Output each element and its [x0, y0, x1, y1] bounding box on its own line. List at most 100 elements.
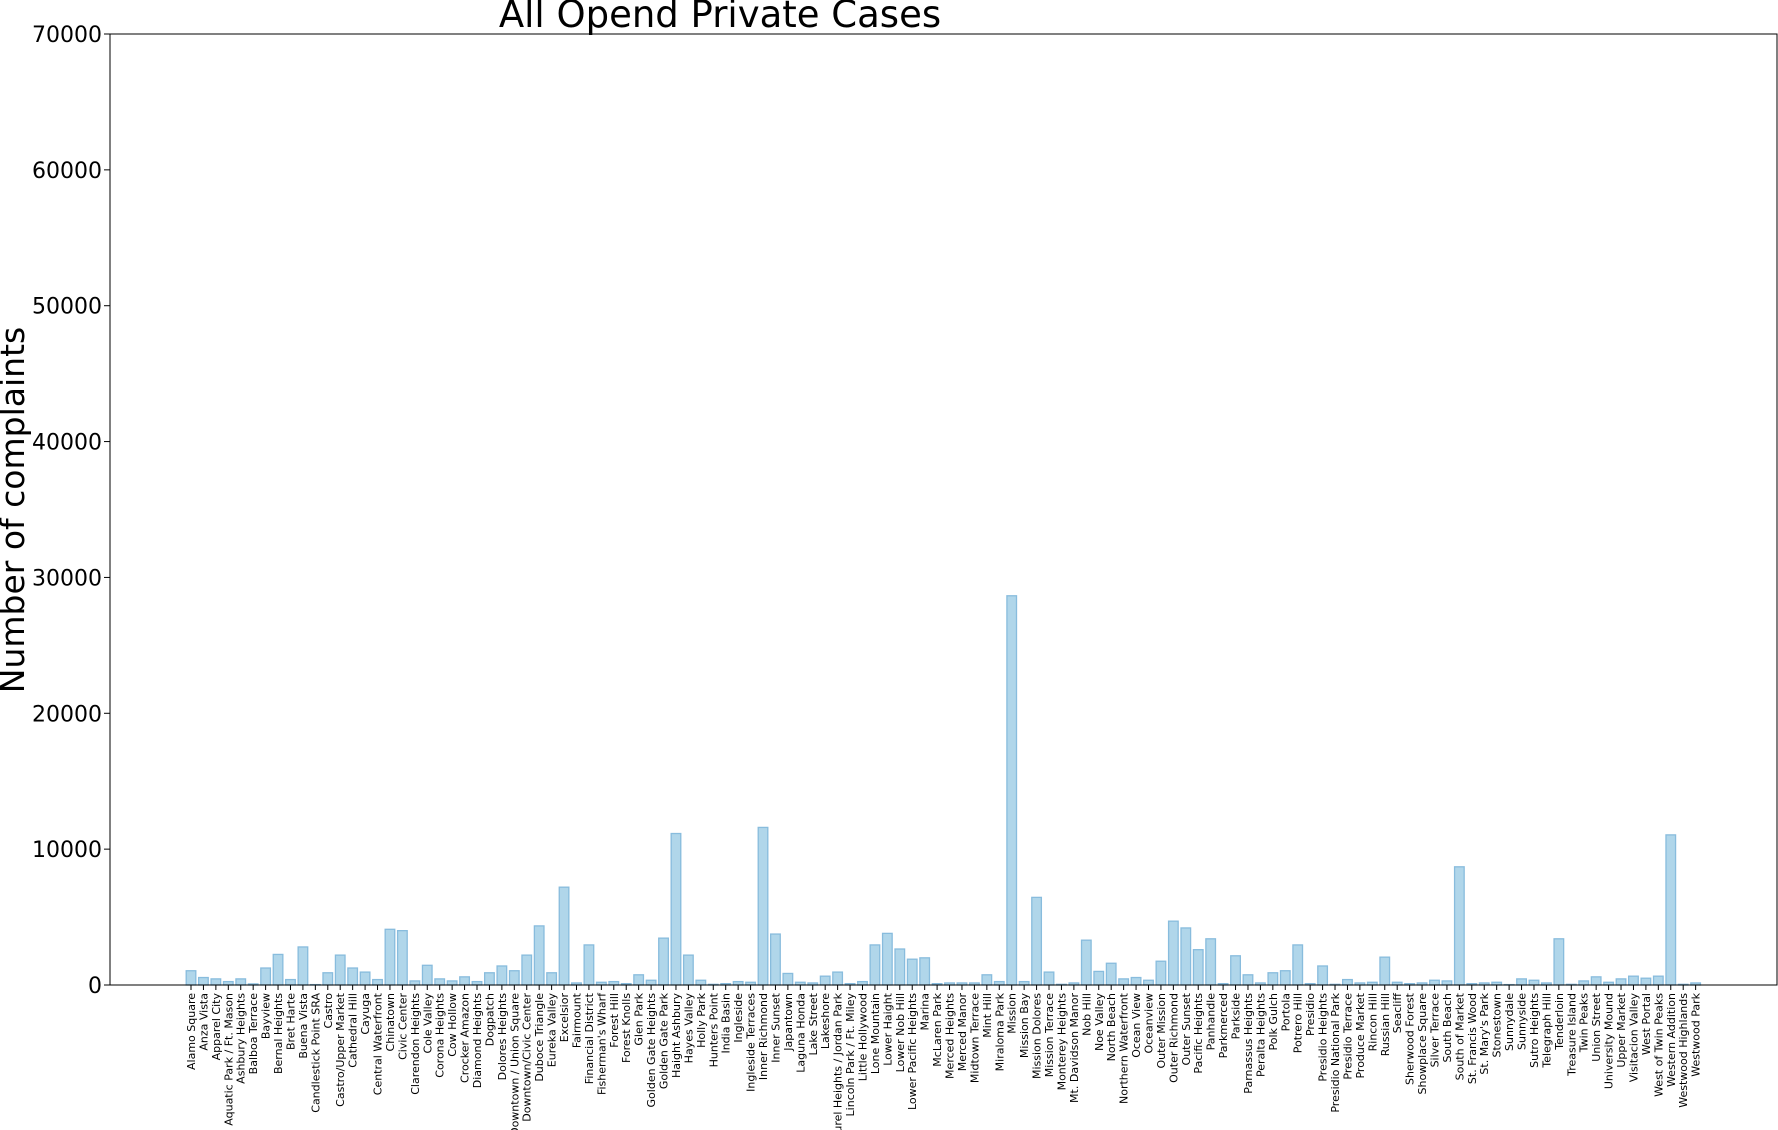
bar: [521, 954, 533, 986]
x-tick-label: Tenderloin: [1553, 993, 1566, 1051]
x-tick-label: Bayview: [260, 993, 273, 1039]
x-tick-label: Laguna Honda: [794, 993, 807, 1073]
x-tick-label: Monterey Heights: [1055, 993, 1068, 1091]
x-tick-label: St. Francis Wood: [1466, 993, 1479, 1084]
x-tick-label: Mission Bay: [1018, 993, 1031, 1059]
bar: [1528, 979, 1540, 986]
bar: [1516, 978, 1528, 986]
x-tick-label: Parkside: [1230, 993, 1243, 1040]
bar: [260, 967, 272, 986]
bar: [919, 957, 931, 986]
x-tick-label: Westwood Park: [1690, 992, 1703, 1076]
bar: [1379, 956, 1391, 986]
x-tick-label: Potrero Hill: [1292, 993, 1305, 1053]
x-tick-label: Glen Park: [633, 992, 646, 1045]
x-tick-label: Laurel Heights / Jordan Park: [832, 992, 845, 1130]
x-tick-label: Cow Hollow: [446, 993, 459, 1057]
x-tick-label: Corona Heights: [434, 993, 447, 1078]
y-tick-label: 60000: [32, 159, 102, 184]
x-tick-label: Japantown: [782, 993, 795, 1052]
bar: [334, 954, 346, 986]
x-tick-label: Marina: [919, 993, 932, 1031]
bar: [1167, 920, 1179, 986]
bar: [1628, 975, 1639, 986]
bar: [1230, 955, 1241, 986]
x-tick-label: Ashbury Heights: [235, 993, 248, 1084]
bar: [782, 972, 794, 986]
bar: [297, 946, 309, 986]
x-tick-label: Dolores Heights: [496, 993, 509, 1081]
x-tick-label: Forest Hill: [608, 993, 621, 1048]
bar: [770, 933, 781, 986]
bar: [633, 974, 645, 986]
bar: [222, 980, 234, 986]
x-tick-label: Presidio National Park: [1329, 992, 1342, 1112]
x-tick-label: Candlestick Point SRA: [309, 993, 322, 1113]
chart-title: All Opend Private Cases: [499, 0, 941, 36]
bar: [1615, 978, 1627, 986]
x-tick-label: University Mound: [1603, 993, 1616, 1089]
x-tick-label: Sunnyside: [1516, 993, 1529, 1050]
bar: [446, 980, 458, 986]
x-tick-label: Duboce Triangle: [533, 993, 546, 1082]
bar: [732, 980, 744, 986]
x-tick-label: Lower Nob Hill: [894, 993, 907, 1072]
bar: [496, 965, 508, 986]
bar: [1342, 978, 1353, 986]
x-tick-label: Outer Mission: [1155, 993, 1168, 1069]
x-tick-label: Bret Harte: [284, 993, 297, 1050]
bar: [1192, 949, 1204, 986]
x-tick-label: Peralta Heights: [1254, 993, 1267, 1077]
bar: [1279, 970, 1291, 986]
bar: [372, 978, 383, 986]
bar: [421, 964, 433, 986]
x-tick-label: Seacliff: [1391, 993, 1404, 1034]
bar: [1640, 977, 1652, 986]
x-tick-label: Merced Manor: [956, 993, 969, 1072]
bar: [682, 954, 694, 986]
bar: [1292, 944, 1304, 986]
bar: [695, 979, 707, 986]
bar: [1130, 976, 1142, 986]
x-tick-label: Hunters Point: [707, 992, 720, 1067]
y-tick-label: 0: [88, 974, 102, 999]
x-tick-label: Dogpatch: [483, 993, 496, 1046]
x-tick-label: India Basin: [720, 993, 733, 1054]
bar: [1453, 866, 1465, 986]
x-tick-label: Sutro Heights: [1528, 993, 1541, 1068]
x-tick-label: Golden Gate Heights: [645, 993, 658, 1108]
x-tick-label: Cayuga: [359, 993, 372, 1035]
x-tick-label: North Beach: [1105, 993, 1118, 1061]
x-tick-label: Parnassus Heights: [1242, 993, 1255, 1094]
x-tick-label: Silver Terrace: [1429, 993, 1442, 1068]
x-tick-label: Alamo Square: [185, 993, 198, 1070]
x-tick-label: Lower Pacific Heights: [906, 993, 919, 1110]
bar: [359, 971, 371, 986]
bar: [459, 976, 471, 986]
x-tick-label: Rincon Hill: [1366, 993, 1379, 1051]
x-tick-label: Visitacion Valley: [1627, 993, 1640, 1083]
bar: [645, 979, 657, 986]
x-tick-label: Portola: [1279, 993, 1292, 1031]
x-tick-label: Lake Street: [807, 992, 820, 1055]
x-tick-label: Union Street: [1590, 992, 1603, 1061]
x-tick-label: Little Hollywood: [856, 993, 869, 1081]
bar: [981, 974, 993, 986]
x-tick-label: Stonestown: [1491, 993, 1504, 1058]
x-tick-label: Mission: [1006, 993, 1019, 1034]
bar: [1578, 980, 1590, 986]
y-axis: 0 10000 20000 30000 40000 50000 60000 70000: [32, 23, 110, 999]
x-tick-label: Aquatic Park / Ft. Mason: [222, 993, 235, 1126]
x-tick-label: Lone Mountain: [869, 993, 882, 1074]
x-tick-label: Fisherman's Wharf: [595, 992, 608, 1095]
x-tick-label: Outer Sunset: [1180, 992, 1193, 1065]
x-tick-label: McLaren Park: [931, 992, 944, 1066]
bar: [1155, 960, 1167, 986]
x-tick-label: Oceanview: [1142, 993, 1155, 1054]
x-tick-label: Presidio Terrace: [1341, 993, 1354, 1080]
x-tick-label: Cathedral Hill: [347, 993, 360, 1068]
bar: [658, 937, 669, 986]
x-axis: Alamo Square Anza Vista Apparel City Aquati…: [185, 985, 1703, 1130]
x-tick-label: Balboa Terrace: [247, 993, 260, 1075]
